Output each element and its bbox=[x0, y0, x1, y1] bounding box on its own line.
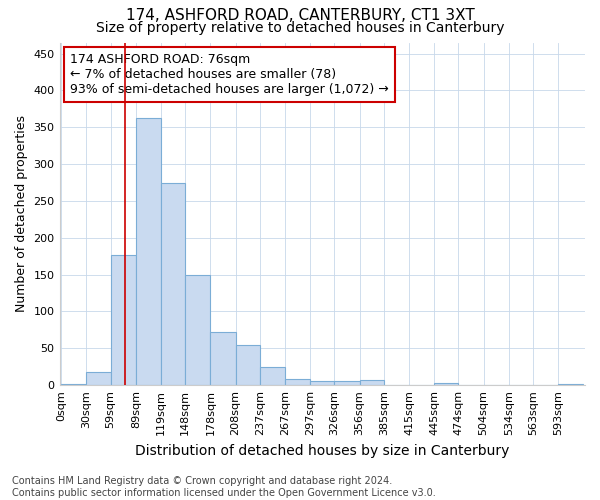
Bar bbox=[110, 256, 136, 385]
Bar bbox=[185, 274, 211, 385]
Bar bbox=[161, 182, 185, 385]
Text: 174 ASHFORD ROAD: 76sqm
← 7% of detached houses are smaller (78)
93% of semi-det: 174 ASHFORD ROAD: 76sqm ← 7% of detached… bbox=[70, 53, 389, 96]
Text: 174, ASHFORD ROAD, CANTERBURY, CT1 3XT: 174, ASHFORD ROAD, CANTERBURY, CT1 3XT bbox=[125, 8, 475, 22]
Bar bbox=[61, 384, 86, 385]
Bar bbox=[310, 381, 334, 385]
Bar bbox=[285, 378, 310, 385]
Bar bbox=[86, 372, 110, 385]
Bar bbox=[558, 384, 583, 385]
Y-axis label: Number of detached properties: Number of detached properties bbox=[15, 116, 28, 312]
X-axis label: Distribution of detached houses by size in Canterbury: Distribution of detached houses by size … bbox=[135, 444, 509, 458]
Text: Contains HM Land Registry data © Crown copyright and database right 2024.
Contai: Contains HM Land Registry data © Crown c… bbox=[12, 476, 436, 498]
Bar bbox=[359, 380, 384, 385]
Bar bbox=[236, 344, 260, 385]
Bar bbox=[211, 332, 236, 385]
Bar bbox=[260, 367, 285, 385]
Bar bbox=[136, 118, 161, 385]
Bar bbox=[334, 381, 359, 385]
Bar bbox=[434, 383, 458, 385]
Text: Size of property relative to detached houses in Canterbury: Size of property relative to detached ho… bbox=[96, 21, 504, 35]
